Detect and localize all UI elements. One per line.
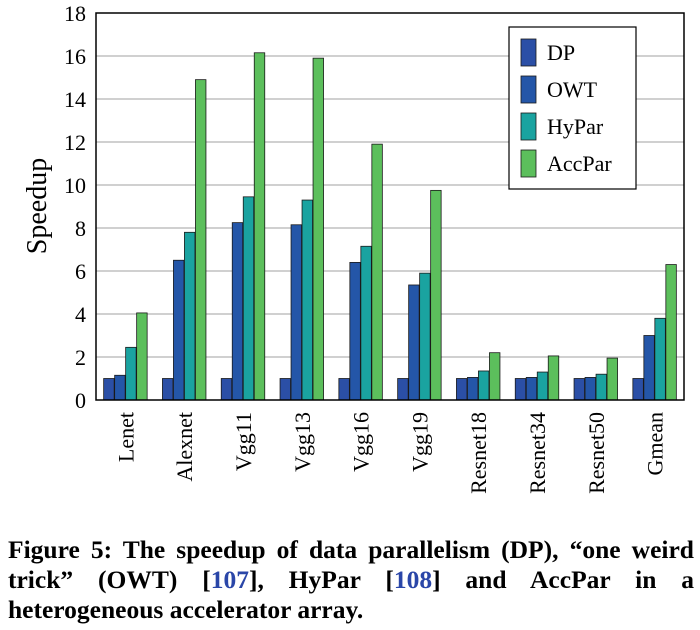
x-tick-label: Vgg13 xyxy=(290,412,315,472)
caption-text-2: ], HyPar [ xyxy=(248,565,394,594)
bar-dp-vgg11 xyxy=(220,378,233,401)
bar-accpar-alexnet xyxy=(195,79,207,401)
legend-swatch-hypar xyxy=(520,112,537,141)
bar-owt-vgg11 xyxy=(231,222,244,401)
y-tick-label: 0 xyxy=(75,388,86,413)
bar-dp-resnet50 xyxy=(573,378,585,401)
caption-ref-108[interactable]: 108 xyxy=(393,565,433,594)
bar-accpar-resnet34 xyxy=(547,355,560,401)
x-tick-label: Alexnet xyxy=(172,412,197,482)
bar-owt-lenet xyxy=(114,374,126,401)
bar-accpar-vgg19 xyxy=(430,189,442,401)
bar-accpar-resnet18 xyxy=(489,352,501,401)
bar-hypar-gmean xyxy=(654,317,666,401)
bar-hypar-vgg19 xyxy=(419,272,431,401)
y-tick-label: 8 xyxy=(75,216,86,241)
bar-accpar-resnet50 xyxy=(606,357,618,401)
bar-hypar-resnet34 xyxy=(536,371,549,401)
bar-dp-lenet xyxy=(103,378,115,401)
y-tick-label: 6 xyxy=(75,259,86,284)
y-tick-label: 14 xyxy=(64,87,86,112)
legend-swatch-dp xyxy=(520,38,537,67)
bar-owt-resnet34 xyxy=(525,377,538,401)
y-tick-label: 18 xyxy=(64,1,86,26)
y-tick-label: 12 xyxy=(64,130,86,155)
bar-accpar-vgg13 xyxy=(312,57,324,401)
bar-hypar-resnet18 xyxy=(478,370,490,401)
legend-label-accpar: AccPar xyxy=(547,151,612,176)
legend-label-owt: OWT xyxy=(547,77,598,102)
bar-owt-alexnet xyxy=(173,259,185,401)
bars xyxy=(103,52,677,401)
y-tick-labels: 0 2 4 6 8 10 12 14 16 18 xyxy=(64,1,86,413)
bar-dp-gmean xyxy=(632,378,644,401)
legend-label-dp: DP xyxy=(547,40,575,65)
figure-caption: Figure 5: The speedup of data parallelis… xyxy=(8,535,694,625)
x-tick-label: Resnet34 xyxy=(525,412,550,494)
bar-hypar-alexnet xyxy=(184,231,196,401)
plot-frame xyxy=(95,12,685,401)
bar-dp-vgg13 xyxy=(279,378,291,401)
legend-swatch-owt xyxy=(520,75,537,104)
y-tick-label: 4 xyxy=(75,302,86,327)
x-tick-labels: Lenet Alexnet Vgg11 Vgg13 Vgg16 Vgg19 Resnet18… xyxy=(113,412,667,494)
x-tick-label: Resnet50 xyxy=(584,412,609,494)
bar-owt-vgg16 xyxy=(349,261,361,401)
bar-accpar-lenet xyxy=(136,312,148,401)
x-tick-label: Lenet xyxy=(113,412,138,462)
bar-dp-resnet18 xyxy=(456,378,468,401)
x-tick-label: Gmean xyxy=(643,412,668,476)
y-tick-label: 10 xyxy=(64,173,86,198)
bar-dp-alexnet xyxy=(162,378,174,401)
bar-hypar-lenet xyxy=(125,346,137,401)
x-tick-label: Resnet18 xyxy=(466,412,491,494)
speedup-bar-chart: 0 2 4 6 8 10 12 14 16 18 Lenet Alexnet Vgg11 Vgg13 Vg… xyxy=(22,1,685,494)
x-tick-label: Vgg16 xyxy=(349,412,374,472)
bar-dp-resnet34 xyxy=(514,378,527,401)
bar-owt-vgg19 xyxy=(408,284,420,401)
bar-dp-vgg16 xyxy=(338,378,350,401)
bar-accpar-vgg11 xyxy=(253,52,266,401)
legend-label-hypar: HyPar xyxy=(547,114,604,139)
bar-hypar-vgg13 xyxy=(301,199,313,401)
bar-owt-resnet18 xyxy=(467,377,479,401)
legend-swatch-accpar xyxy=(520,149,537,178)
bar-owt-vgg13 xyxy=(290,224,302,401)
x-tick-label: Vgg19 xyxy=(407,412,432,472)
bar-accpar-vgg16 xyxy=(371,143,383,401)
caption-text-1: Figure 5: The speedup of data parallelis… xyxy=(8,535,694,594)
bar-accpar-gmean xyxy=(665,264,677,401)
x-tick-label: Vgg11 xyxy=(231,412,256,471)
bar-hypar-vgg16 xyxy=(360,245,372,401)
bar-hypar-resnet50 xyxy=(595,373,607,401)
y-tick-label: 2 xyxy=(75,345,86,370)
bar-hypar-vgg11 xyxy=(242,196,255,401)
bar-dp-vgg19 xyxy=(397,378,409,401)
caption-text-3: ] and AccPar in a heterogeneous accelera… xyxy=(8,565,694,624)
caption-ref-107[interactable]: 107 xyxy=(210,565,249,594)
legend: DP OWT HyPar AccPar xyxy=(508,26,637,190)
y-axis-label: Speedup xyxy=(22,158,53,254)
y-tick-label: 16 xyxy=(64,44,86,69)
bar-owt-gmean xyxy=(643,335,655,401)
bar-owt-resnet50 xyxy=(584,377,596,401)
